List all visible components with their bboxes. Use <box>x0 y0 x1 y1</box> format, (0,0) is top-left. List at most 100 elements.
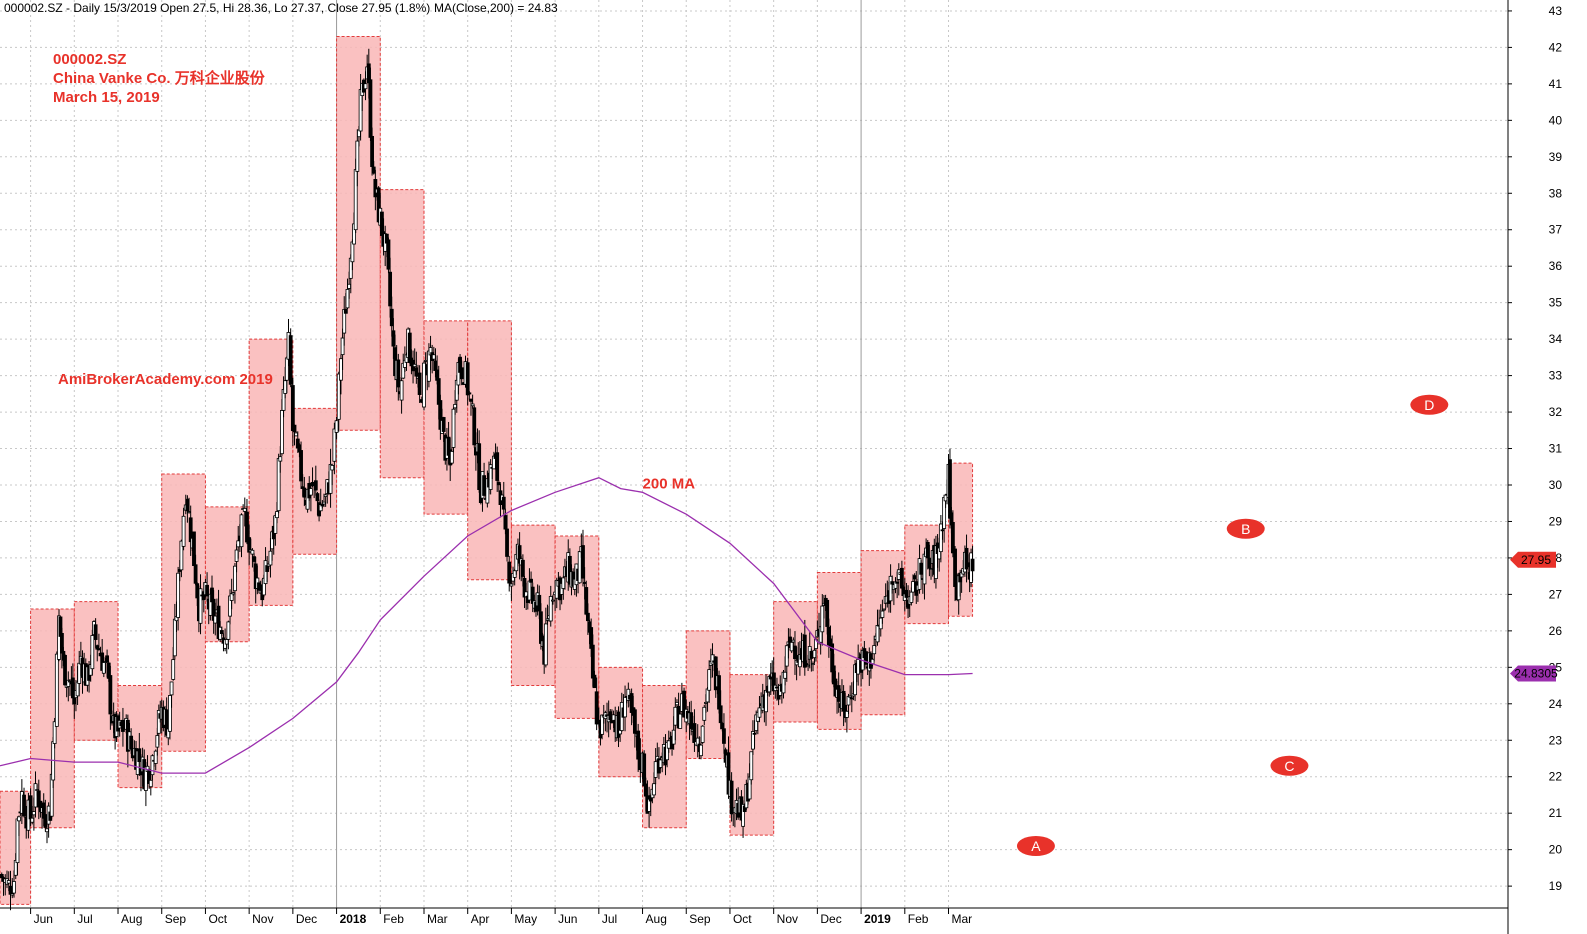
candle <box>54 651 59 727</box>
candle <box>422 361 426 411</box>
candle <box>386 237 391 274</box>
candle <box>336 371 341 432</box>
candle <box>239 513 244 558</box>
candle <box>729 772 734 822</box>
candle <box>245 498 249 545</box>
y-tick-label: 21 <box>1549 806 1563 820</box>
y-tick-label: 22 <box>1549 770 1563 784</box>
candle <box>594 677 599 731</box>
x-tick-label: Aug <box>121 912 142 926</box>
point-markers: A B C D <box>1016 394 1449 857</box>
candle <box>340 328 345 370</box>
candle <box>451 407 456 453</box>
candle <box>811 661 815 672</box>
candle <box>472 405 477 448</box>
svg-text:B: B <box>1241 521 1250 537</box>
candle <box>205 572 209 602</box>
candle <box>417 365 422 403</box>
candle <box>678 712 683 729</box>
candle <box>90 629 95 676</box>
candle <box>192 531 196 566</box>
candle <box>153 749 158 771</box>
candle <box>330 463 335 486</box>
candle <box>882 608 886 612</box>
annotation-date: March 15, 2019 <box>53 89 160 106</box>
y-tick-label: 37 <box>1549 223 1563 237</box>
marker-d: D <box>1410 394 1449 415</box>
y-tick-label: 35 <box>1549 296 1563 310</box>
candle <box>802 619 807 676</box>
x-tick-label: Jul <box>77 912 92 926</box>
y-tick-label: 20 <box>1549 843 1563 857</box>
candle <box>636 723 641 772</box>
candle <box>632 707 637 748</box>
candle <box>459 360 464 386</box>
candle <box>334 416 339 440</box>
candle <box>465 357 470 406</box>
y-tick-label: 40 <box>1549 113 1563 127</box>
chart-header-ma: MA(Close,200) = 24.83 <box>434 1 558 15</box>
y-tick-label: 38 <box>1549 186 1563 200</box>
y-tick-label: 27 <box>1549 587 1563 601</box>
candle <box>313 465 318 496</box>
candle <box>496 480 501 493</box>
candle <box>168 695 172 740</box>
y-tick-label: 30 <box>1549 478 1563 492</box>
price-axis: 1920212223242526272829303132333435363738… <box>1507 0 1563 934</box>
candle <box>63 653 67 686</box>
candle <box>226 620 231 650</box>
x-tick-label: Sep <box>689 912 711 926</box>
candle <box>22 787 26 818</box>
x-tick-label: Dec <box>820 912 841 926</box>
y-tick-label: 36 <box>1549 259 1563 273</box>
candle <box>543 607 548 668</box>
brand-watermark: AmiBrokerAcademy.com 2019 <box>58 371 273 388</box>
candle <box>181 507 186 551</box>
candle <box>169 681 174 708</box>
svg-text:24.8305: 24.8305 <box>1514 667 1558 681</box>
candle <box>820 594 825 646</box>
x-tick-label: Mar <box>952 912 973 926</box>
y-tick-label: 34 <box>1549 332 1563 346</box>
annotation-company: China Vanke Co. 万科企业股份 <box>53 69 266 87</box>
price-tags: 27.95 24.8305 <box>1510 551 1558 682</box>
candle <box>52 717 57 749</box>
candle <box>529 571 533 589</box>
x-tick-label: Jun <box>34 912 53 926</box>
candle <box>467 390 472 400</box>
candle <box>276 453 281 514</box>
close-price-tag: 27.95 <box>1510 551 1556 568</box>
candle <box>700 725 705 745</box>
y-tick-label: 26 <box>1549 624 1563 638</box>
candle <box>449 447 454 465</box>
candle <box>507 555 512 592</box>
y-tick-label: 33 <box>1549 369 1563 383</box>
x-tick-label: Sep <box>165 912 187 926</box>
y-tick-label: 23 <box>1549 733 1563 747</box>
y-tick-label: 32 <box>1549 405 1563 419</box>
candle <box>219 626 224 637</box>
x-tick-label: Feb <box>908 912 929 926</box>
candle <box>501 481 506 516</box>
x-tick-label: Oct <box>733 912 752 926</box>
candle <box>970 545 975 582</box>
x-tick-label: Feb <box>383 912 404 926</box>
annotation-ticker: 000002.SZ <box>53 51 126 68</box>
candle <box>642 750 647 787</box>
candle <box>953 546 957 602</box>
candle <box>299 441 303 489</box>
candle <box>551 594 555 605</box>
candle <box>233 563 237 604</box>
candle <box>722 713 726 754</box>
candle <box>93 618 98 648</box>
candle <box>505 514 509 562</box>
range-box <box>336 35 381 431</box>
x-tick-label: Apr <box>471 912 490 926</box>
y-tick-label: 41 <box>1549 77 1563 91</box>
y-tick-label: 43 <box>1549 4 1563 18</box>
candle <box>718 690 723 730</box>
x-tick-label: Jun <box>558 912 577 926</box>
candle <box>17 815 21 837</box>
candle <box>950 510 955 558</box>
